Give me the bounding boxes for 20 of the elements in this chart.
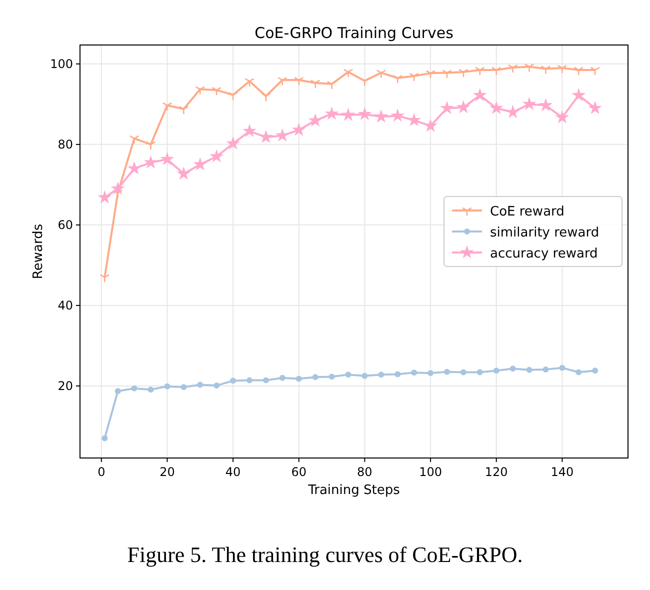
y-tick-label: 60 <box>58 218 73 232</box>
x-tick-label: 0 <box>98 465 106 479</box>
chart-title: CoE-GRPO Training Curves <box>254 24 454 42</box>
legend-label: accuracy reward <box>490 246 598 262</box>
x-tick-label: 20 <box>160 465 175 479</box>
y-tick-label: 20 <box>58 378 73 393</box>
y-tick-label: 100 <box>50 56 73 71</box>
x-axis-title: Training Steps <box>307 483 400 498</box>
legend-label: similarity reward <box>490 226 600 240</box>
x-tick-label: 140 <box>550 465 574 479</box>
caption: Figure 5. The training curves of CoE-GRPO. <box>127 542 523 567</box>
x-tick-label: 60 <box>291 465 307 479</box>
y-axis-title: Rewards <box>31 224 46 280</box>
x-tick-label: 100 <box>419 465 442 479</box>
legend-label: CoE reward <box>490 204 564 220</box>
x-tick-label: 40 <box>225 465 241 479</box>
y-tick-label: 80 <box>58 137 73 152</box>
x-tick-label: 120 <box>484 465 508 479</box>
x-tick-label: 80 <box>357 465 372 479</box>
y-tick-label: 40 <box>58 298 73 312</box>
